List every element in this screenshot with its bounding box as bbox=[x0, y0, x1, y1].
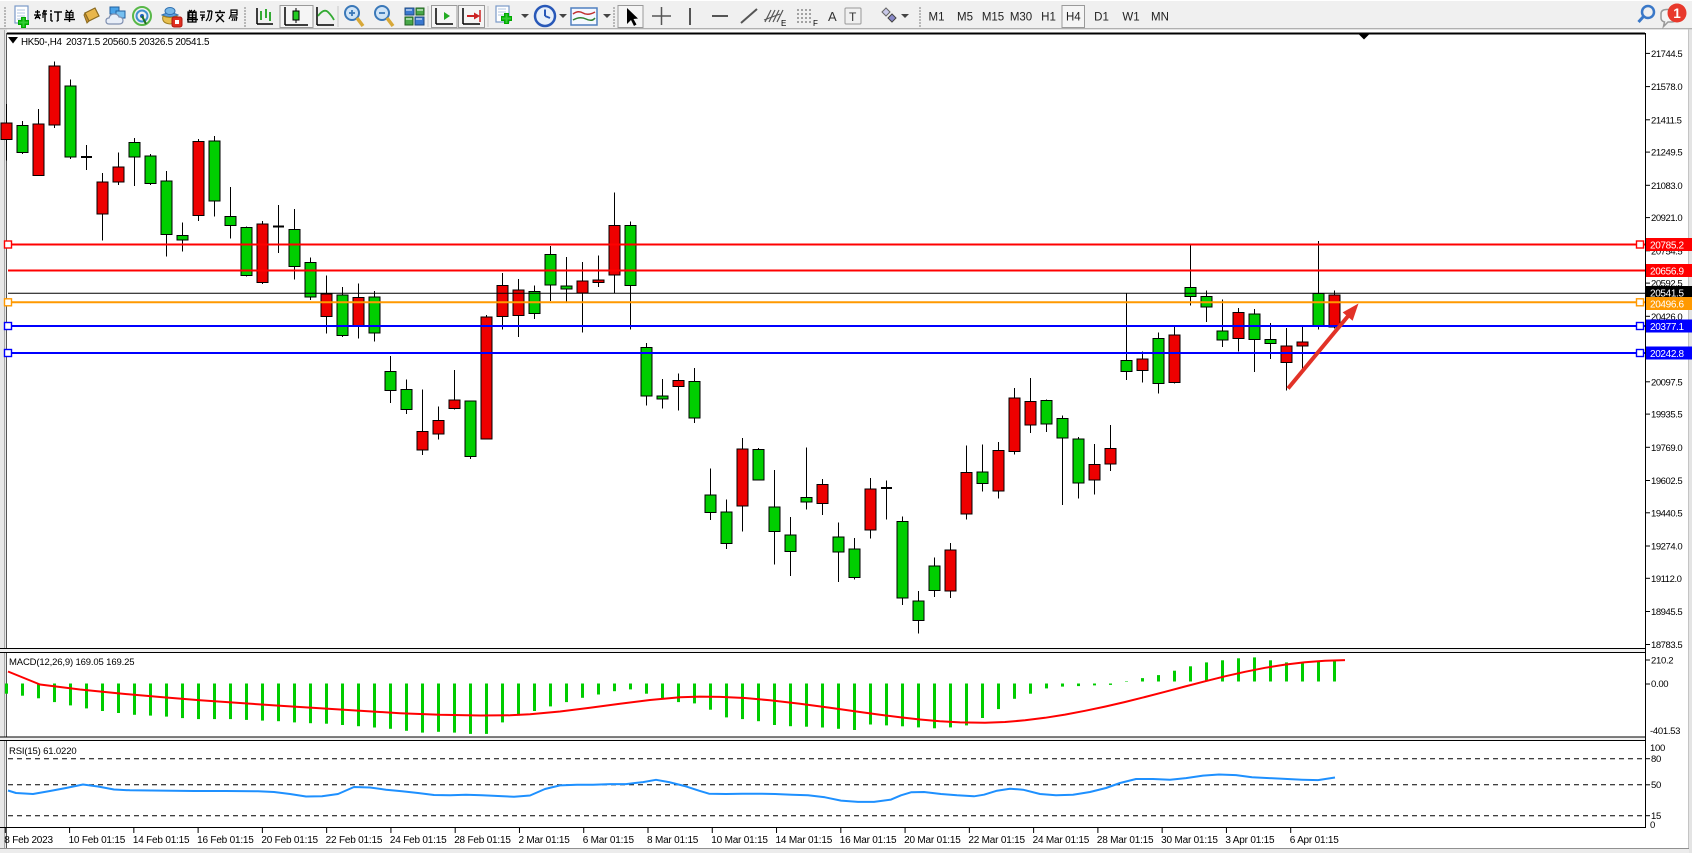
svg-text:-401.53: -401.53 bbox=[1650, 726, 1680, 737]
svg-text:16 Mar 01:15: 16 Mar 01:15 bbox=[840, 835, 897, 846]
svg-text:19935.5: 19935.5 bbox=[1651, 410, 1682, 421]
svg-text:W1: W1 bbox=[1122, 12, 1139, 24]
svg-text:21744.5: 21744.5 bbox=[1651, 49, 1682, 60]
svg-text:19769.0: 19769.0 bbox=[1651, 443, 1682, 454]
svg-text:19602.5: 19602.5 bbox=[1651, 476, 1682, 487]
svg-text:RSI(15) 61.0220: RSI(15) 61.0220 bbox=[9, 746, 76, 757]
svg-text:100: 100 bbox=[1650, 743, 1665, 754]
svg-text:M1: M1 bbox=[929, 12, 945, 24]
svg-text:28 Feb 01:15: 28 Feb 01:15 bbox=[454, 835, 511, 846]
svg-text:8 Feb 2023: 8 Feb 2023 bbox=[4, 835, 53, 846]
svg-text:20242.8: 20242.8 bbox=[1650, 349, 1684, 360]
svg-text:20 Mar 01:15: 20 Mar 01:15 bbox=[904, 835, 961, 846]
svg-text:0.00: 0.00 bbox=[1651, 679, 1668, 690]
svg-text:M30: M30 bbox=[1010, 12, 1032, 24]
svg-text:10 Feb 01:15: 10 Feb 01:15 bbox=[69, 835, 126, 846]
svg-text:21578.0: 21578.0 bbox=[1651, 82, 1682, 93]
svg-text:20377.1: 20377.1 bbox=[1650, 322, 1684, 333]
svg-text:20 Feb 01:15: 20 Feb 01:15 bbox=[261, 835, 318, 846]
svg-text:0: 0 bbox=[1650, 820, 1655, 831]
svg-text:D1: D1 bbox=[1094, 12, 1109, 24]
svg-text:20371.5 20560.5 20326.5 20541.: 20371.5 20560.5 20326.5 20541.5 bbox=[66, 37, 210, 48]
svg-text:14 Feb 01:15: 14 Feb 01:15 bbox=[133, 835, 190, 846]
svg-text:E: E bbox=[781, 19, 786, 28]
svg-text:H4: H4 bbox=[1066, 12, 1081, 24]
svg-text:6 Mar 01:15: 6 Mar 01:15 bbox=[583, 835, 635, 846]
svg-text:22 Feb 01:15: 22 Feb 01:15 bbox=[326, 835, 383, 846]
svg-text:MN: MN bbox=[1151, 12, 1169, 24]
svg-text:M15: M15 bbox=[982, 12, 1004, 24]
svg-text:T: T bbox=[849, 10, 857, 24]
svg-text:20921.0: 20921.0 bbox=[1651, 213, 1682, 224]
svg-text:50: 50 bbox=[1651, 780, 1661, 791]
svg-text:20426.0: 20426.0 bbox=[1651, 312, 1682, 323]
svg-text:H1: H1 bbox=[1041, 12, 1056, 24]
svg-text:20541.5: 20541.5 bbox=[1650, 288, 1684, 299]
svg-text:21411.5: 21411.5 bbox=[1651, 115, 1682, 126]
svg-text:21083.0: 21083.0 bbox=[1651, 181, 1682, 192]
svg-text:HK50-,H4: HK50-,H4 bbox=[21, 37, 62, 48]
svg-text:24 Feb 01:15: 24 Feb 01:15 bbox=[390, 835, 447, 846]
svg-text:28 Mar 01:15: 28 Mar 01:15 bbox=[1097, 835, 1154, 846]
svg-text:MACD(12,26,9) 169.05 169.25: MACD(12,26,9) 169.05 169.25 bbox=[9, 657, 134, 668]
svg-text:8 Mar 01:15: 8 Mar 01:15 bbox=[647, 835, 699, 846]
svg-text:14 Mar 01:15: 14 Mar 01:15 bbox=[776, 835, 833, 846]
svg-text:24 Mar 01:15: 24 Mar 01:15 bbox=[1033, 835, 1090, 846]
svg-text:19112.0: 19112.0 bbox=[1651, 574, 1682, 585]
svg-text:M5: M5 bbox=[957, 12, 973, 24]
svg-text:19274.0: 19274.0 bbox=[1651, 542, 1682, 553]
svg-text:10 Mar 01:15: 10 Mar 01:15 bbox=[711, 835, 768, 846]
svg-text:20656.9: 20656.9 bbox=[1650, 266, 1684, 277]
svg-text:19440.5: 19440.5 bbox=[1651, 508, 1682, 519]
svg-text:1: 1 bbox=[1673, 6, 1681, 21]
svg-text:20754.5: 20754.5 bbox=[1651, 246, 1682, 257]
svg-text:22 Mar 01:15: 22 Mar 01:15 bbox=[968, 835, 1025, 846]
svg-text:80: 80 bbox=[1651, 754, 1661, 765]
svg-text:3 Apr 01:15: 3 Apr 01:15 bbox=[1225, 835, 1275, 846]
svg-text:6 Apr 01:15: 6 Apr 01:15 bbox=[1290, 835, 1340, 846]
svg-text:30 Mar 01:15: 30 Mar 01:15 bbox=[1161, 835, 1218, 846]
svg-text:2 Mar 01:15: 2 Mar 01:15 bbox=[518, 835, 570, 846]
svg-text:18783.5: 18783.5 bbox=[1651, 640, 1682, 651]
svg-text:21249.5: 21249.5 bbox=[1651, 148, 1682, 159]
svg-text:20496.6: 20496.6 bbox=[1650, 299, 1684, 310]
svg-text:18945.5: 18945.5 bbox=[1651, 607, 1682, 618]
svg-text:210.2: 210.2 bbox=[1651, 656, 1673, 667]
svg-text:20097.5: 20097.5 bbox=[1651, 377, 1682, 388]
svg-text:15: 15 bbox=[1651, 811, 1661, 822]
svg-text:20785.2: 20785.2 bbox=[1650, 240, 1684, 251]
svg-text:20592.5: 20592.5 bbox=[1651, 279, 1682, 290]
svg-text:16 Feb 01:15: 16 Feb 01:15 bbox=[197, 835, 254, 846]
svg-text:A: A bbox=[828, 9, 837, 24]
svg-text:F: F bbox=[813, 19, 818, 28]
